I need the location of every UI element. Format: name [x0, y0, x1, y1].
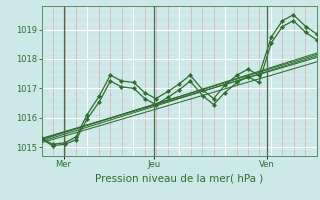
X-axis label: Pression niveau de la mer( hPa ): Pression niveau de la mer( hPa ) — [95, 173, 263, 183]
